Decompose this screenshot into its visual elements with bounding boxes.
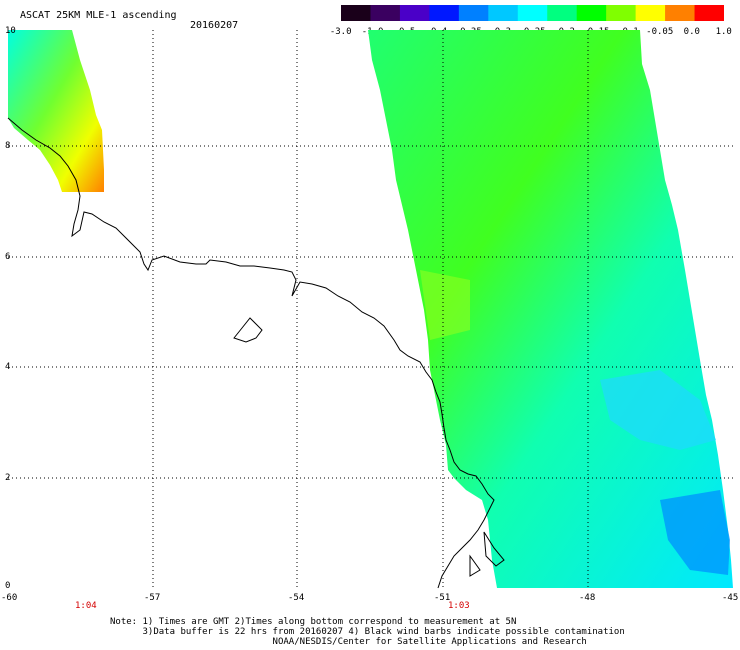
lat-label-8: 8 (5, 141, 11, 151)
lat-label-2: 2 (5, 473, 11, 483)
pass-time-east: 1:03 (448, 601, 470, 611)
lon-label-51w: -51 (434, 593, 451, 603)
footnote-line-1: Note: 1) Times are GMT 2)Times along bot… (110, 617, 517, 627)
color-scale-bar (341, 5, 724, 21)
color-scale-segment (547, 5, 578, 21)
color-scale-segment (694, 5, 724, 21)
color-scale-segment (665, 5, 696, 21)
lat-label-4: 4 (5, 362, 11, 372)
product-title: ASCAT 25KM MLE-1 ascending (20, 10, 177, 21)
pass-time-west: 1:04 (75, 601, 97, 611)
coastline (7, 117, 505, 589)
color-scale-label: 0.0 (683, 27, 700, 37)
color-scale-segment (606, 5, 637, 21)
color-scale-label: -3.0 (329, 27, 352, 37)
color-scale-segment (399, 5, 430, 21)
lon-label-48w: -48 (579, 593, 596, 603)
lon-label-60w: -60 (1, 593, 18, 603)
lon-label-57w: -57 (144, 593, 161, 603)
color-scale-segment (488, 5, 519, 21)
lat-label-6: 6 (5, 252, 11, 262)
footnotes: Note: 1) Times are GMT 2)Times along bot… (110, 617, 625, 647)
data-swath-west (8, 30, 104, 192)
color-scale-label: 1.0 (715, 27, 732, 37)
footnote-line-3: NOAA/NESDIS/Center for Satellite Applica… (110, 637, 587, 647)
color-scale-segment (517, 5, 548, 21)
color-scale-segment (341, 5, 371, 21)
lat-label-0: 0 (5, 581, 11, 591)
color-scale-label: -0.05 (646, 27, 674, 37)
color-scale-segment (429, 5, 460, 21)
color-scale-segment (635, 5, 666, 21)
color-scale-segment (370, 5, 401, 21)
product-date: 20160207 (190, 20, 239, 31)
graticule (8, 30, 733, 588)
footnote-line-2: 3)Data buffer is 22 hrs from 20160207 4)… (110, 627, 625, 637)
color-scale-segment (458, 5, 489, 21)
data-swath-east (368, 30, 733, 588)
color-scale-segment (576, 5, 607, 21)
lon-label-45w: -45 (722, 593, 739, 603)
lon-label-54w: -54 (288, 593, 305, 603)
lat-label-10: 10 (5, 26, 16, 36)
